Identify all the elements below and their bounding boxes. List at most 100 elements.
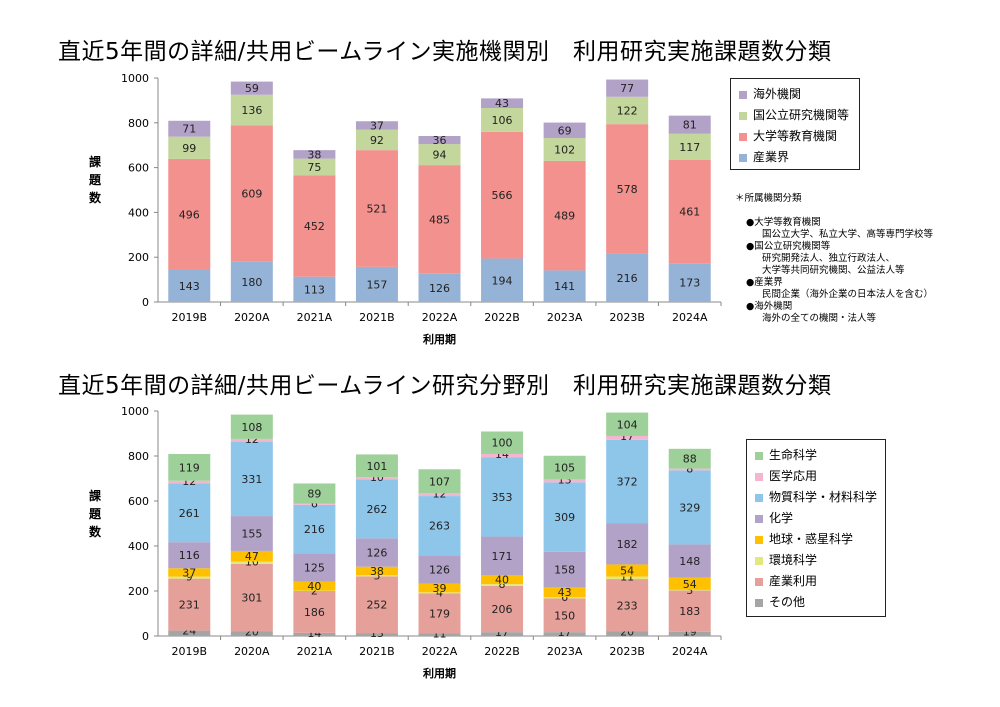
y-tick-label: 800	[128, 450, 149, 463]
legend-label: 生命科学	[769, 448, 818, 462]
bar-data-label: 4	[436, 586, 443, 599]
note-line: 研究開発法人、独立行政法人、	[762, 253, 896, 264]
legend-item: 海外機関	[739, 85, 801, 102]
x-tick-label: 2021B	[359, 311, 395, 324]
bar-data-label: 38	[307, 148, 321, 161]
bar-data-label: 8	[686, 463, 693, 476]
bar-segment	[606, 523, 649, 565]
legend-label: 医学応用	[769, 469, 818, 483]
bar-data-label: 521	[366, 202, 387, 215]
bar-data-label: 141	[554, 280, 575, 293]
bar-segment	[168, 269, 211, 302]
bar-data-label: 104	[617, 418, 638, 431]
bar-data-label: 102	[554, 143, 575, 156]
bar-segment	[293, 581, 336, 591]
bar-data-label: 54	[620, 565, 634, 578]
bar-data-label: 173	[679, 277, 700, 290]
bar-data-label: 116	[179, 549, 200, 562]
bar-segment	[293, 591, 336, 633]
x-tick-label: 2021A	[297, 645, 333, 658]
bar-data-label: 94	[433, 149, 447, 162]
bar-segment	[293, 632, 336, 636]
bar-segment	[418, 593, 461, 634]
bar-data-label: 38	[370, 565, 384, 578]
bar-segment	[168, 568, 211, 577]
bar-data-label: 489	[554, 210, 575, 223]
bar-segment	[481, 457, 524, 537]
bar-segment	[168, 158, 211, 270]
bar-data-label: 309	[554, 511, 575, 524]
bar-segment	[168, 630, 211, 636]
bar-segment	[481, 431, 524, 454]
x-tick-label: 2022B	[484, 311, 520, 324]
y-tick-label: 0	[142, 296, 149, 309]
bar-segment	[543, 597, 586, 599]
bar-segment	[606, 96, 649, 125]
legend-institution: 海外機関 国公立研究機関等 大学等教育機関 産業界	[730, 78, 860, 170]
bar-segment	[355, 538, 398, 567]
note-heading: ●海外機関	[746, 301, 793, 312]
bar-data-label: 5	[373, 569, 380, 582]
legend-swatch	[755, 535, 763, 544]
bar-data-label: 143	[179, 280, 200, 293]
bar-segment	[168, 542, 211, 569]
legend-label: 物質科学・材料科学	[769, 490, 878, 504]
bar-segment	[418, 496, 461, 556]
bar-data-label: 261	[179, 507, 200, 520]
bar-data-label: 252	[366, 599, 387, 612]
bar-segment	[355, 454, 398, 478]
bar-segment	[355, 477, 398, 480]
bar-segment	[543, 587, 586, 598]
bar-data-label: 54	[683, 578, 697, 591]
bar-segment	[168, 480, 211, 484]
bar-segment	[606, 439, 649, 524]
legend-swatch	[739, 111, 747, 120]
bar-segment	[668, 631, 711, 636]
legend-label: 産業利用	[769, 574, 818, 588]
bar-segment	[481, 131, 524, 259]
bar-segment	[230, 561, 273, 564]
bar-segment	[543, 138, 586, 161]
bar-segment	[668, 590, 711, 632]
note-line: 国公立大学、私立大学、高等専門学校等	[762, 229, 934, 240]
bar-data-label: 88	[683, 453, 697, 466]
y-tick-label: 200	[128, 251, 149, 264]
bar-data-label: 81	[683, 119, 697, 132]
x-axis-label: 利用期	[423, 666, 456, 680]
chart-title-field: 直近5年間の詳細/共用ビームライン研究分野別 利用研究実施課題数分類	[58, 373, 832, 399]
bar-segment	[606, 564, 649, 577]
legend-item: その他	[755, 593, 805, 610]
bar-segment	[355, 575, 398, 577]
y-axis-label-char: 数	[89, 190, 102, 205]
bar-data-label: 117	[679, 141, 700, 154]
bar-data-label: 155	[241, 528, 262, 541]
bar-segment	[606, 631, 649, 636]
bar-data-label: 452	[304, 220, 325, 233]
bar-segment	[418, 555, 461, 584]
legend-swatch	[755, 472, 763, 481]
bar-data-label: 119	[179, 461, 200, 474]
bar-segment	[230, 81, 273, 95]
legend-label: 産業界	[753, 150, 790, 164]
bar-segment	[668, 263, 711, 302]
bar-segment	[543, 479, 586, 483]
bar-data-label: 39	[433, 582, 447, 595]
bar-segment	[543, 455, 586, 480]
bar-segment	[293, 175, 336, 277]
bar-segment	[668, 544, 711, 578]
bar-segment	[355, 576, 398, 634]
legend-swatch	[739, 153, 747, 162]
bar-data-label: 43	[558, 586, 572, 599]
note-heading: ●産業界	[746, 277, 783, 288]
bar-data-label: 216	[304, 523, 325, 536]
bar-segment	[168, 136, 211, 159]
x-tick-label: 2023B	[609, 311, 645, 324]
legend-swatch	[755, 451, 763, 460]
bar-segment	[606, 253, 649, 302]
bar-data-label: 183	[679, 605, 700, 618]
y-axis-label-char: 題	[89, 173, 102, 187]
legend-swatch	[755, 577, 763, 586]
bar-segment	[543, 160, 586, 271]
bar-segment	[418, 273, 461, 302]
bar-segment	[418, 144, 461, 166]
